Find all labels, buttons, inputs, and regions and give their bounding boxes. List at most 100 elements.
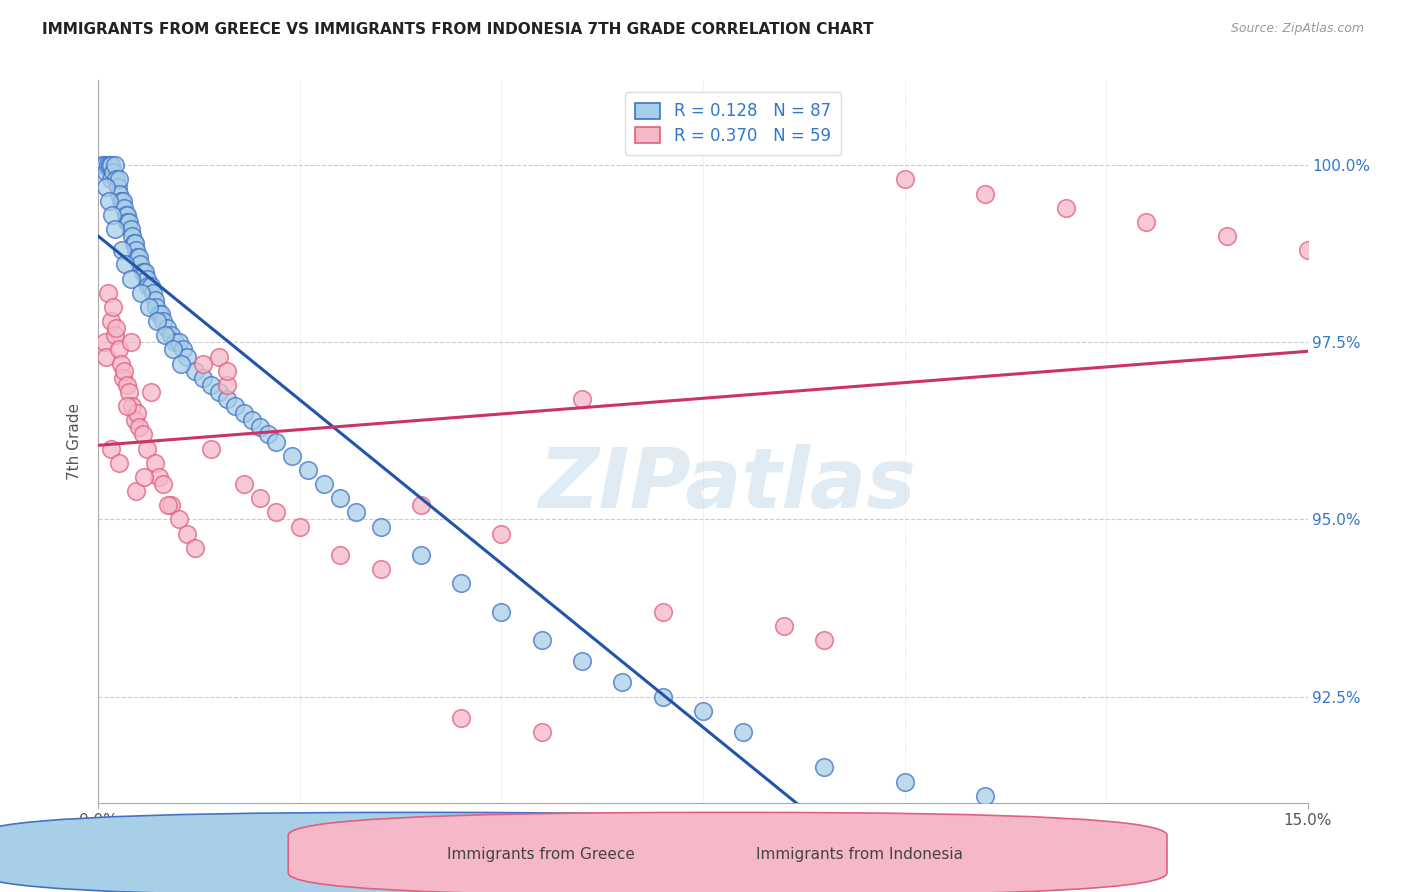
Point <box>101 300 124 314</box>
Point <box>120 222 142 236</box>
Point <box>249 420 271 434</box>
Point <box>288 519 311 533</box>
Point <box>208 350 231 364</box>
Point <box>120 335 142 350</box>
Point <box>651 605 673 619</box>
Point <box>491 605 513 619</box>
Point <box>148 307 170 321</box>
Point <box>101 208 124 222</box>
Point <box>139 278 162 293</box>
Point <box>370 519 392 533</box>
Point <box>139 384 162 399</box>
Point <box>94 335 117 350</box>
Point <box>208 384 231 399</box>
Point <box>240 413 263 427</box>
Point <box>232 477 254 491</box>
Point <box>128 420 150 434</box>
Point <box>96 350 118 364</box>
Text: Immigrants from Indonesia: Immigrants from Indonesia <box>756 847 963 862</box>
Point <box>101 165 124 179</box>
Point <box>117 399 139 413</box>
Point <box>145 300 167 314</box>
Point <box>112 201 135 215</box>
Point <box>105 321 128 335</box>
Point <box>103 328 125 343</box>
Point <box>94 179 117 194</box>
Point <box>110 194 132 208</box>
Point <box>135 442 157 456</box>
Point <box>314 477 336 491</box>
Point <box>176 526 198 541</box>
Text: ZIPatlas: ZIPatlas <box>538 444 917 525</box>
Point <box>100 442 122 456</box>
Point <box>134 264 156 278</box>
Point <box>132 427 155 442</box>
Point <box>974 186 997 201</box>
Point <box>108 456 131 470</box>
Point <box>176 350 198 364</box>
Point <box>97 158 120 172</box>
Point <box>148 470 170 484</box>
Point <box>160 328 183 343</box>
Point <box>1135 215 1157 229</box>
Point <box>155 328 177 343</box>
Point <box>129 285 152 300</box>
Point <box>974 789 997 803</box>
Point <box>409 548 432 562</box>
Point <box>117 215 139 229</box>
Point <box>146 314 169 328</box>
Point <box>107 179 129 194</box>
Point <box>893 172 915 186</box>
Point <box>135 271 157 285</box>
Point <box>132 470 155 484</box>
Point <box>112 364 135 378</box>
Point <box>138 300 160 314</box>
Point <box>217 364 239 378</box>
Point <box>111 244 134 258</box>
Point <box>1216 229 1239 244</box>
Point <box>184 541 207 555</box>
Point <box>98 158 121 172</box>
Point <box>100 314 122 328</box>
Point <box>530 725 553 739</box>
Point <box>813 760 835 774</box>
Point <box>118 384 141 399</box>
Point <box>121 399 143 413</box>
Point <box>94 158 117 172</box>
Point <box>232 406 254 420</box>
Point <box>163 335 186 350</box>
Point <box>297 463 319 477</box>
Point <box>692 704 714 718</box>
Point <box>450 711 472 725</box>
Point <box>772 618 794 632</box>
Text: IMMIGRANTS FROM GREECE VS IMMIGRANTS FROM INDONESIA 7TH GRADE CORRELATION CHART: IMMIGRANTS FROM GREECE VS IMMIGRANTS FRO… <box>42 22 873 37</box>
Point <box>121 229 143 244</box>
Point <box>172 343 194 357</box>
Point <box>893 774 915 789</box>
Point <box>97 285 120 300</box>
Point <box>127 406 149 420</box>
Point <box>121 271 143 285</box>
Point <box>224 399 246 413</box>
Point <box>170 357 193 371</box>
Point <box>156 498 179 512</box>
Point <box>167 335 190 350</box>
Point <box>264 505 287 519</box>
Point <box>100 172 122 186</box>
Point <box>100 158 122 172</box>
Point <box>344 505 367 519</box>
Point <box>128 251 150 265</box>
Point <box>193 357 215 371</box>
Point <box>217 377 239 392</box>
Point <box>107 343 129 357</box>
Text: Immigrants from Greece: Immigrants from Greece <box>447 847 636 862</box>
Point <box>249 491 271 506</box>
Point <box>329 491 352 506</box>
Point <box>118 215 141 229</box>
Text: Source: ZipAtlas.com: Source: ZipAtlas.com <box>1230 22 1364 36</box>
Point <box>104 222 127 236</box>
FancyBboxPatch shape <box>0 813 858 892</box>
Point <box>124 413 146 427</box>
Point <box>143 293 166 307</box>
Point <box>105 172 128 186</box>
